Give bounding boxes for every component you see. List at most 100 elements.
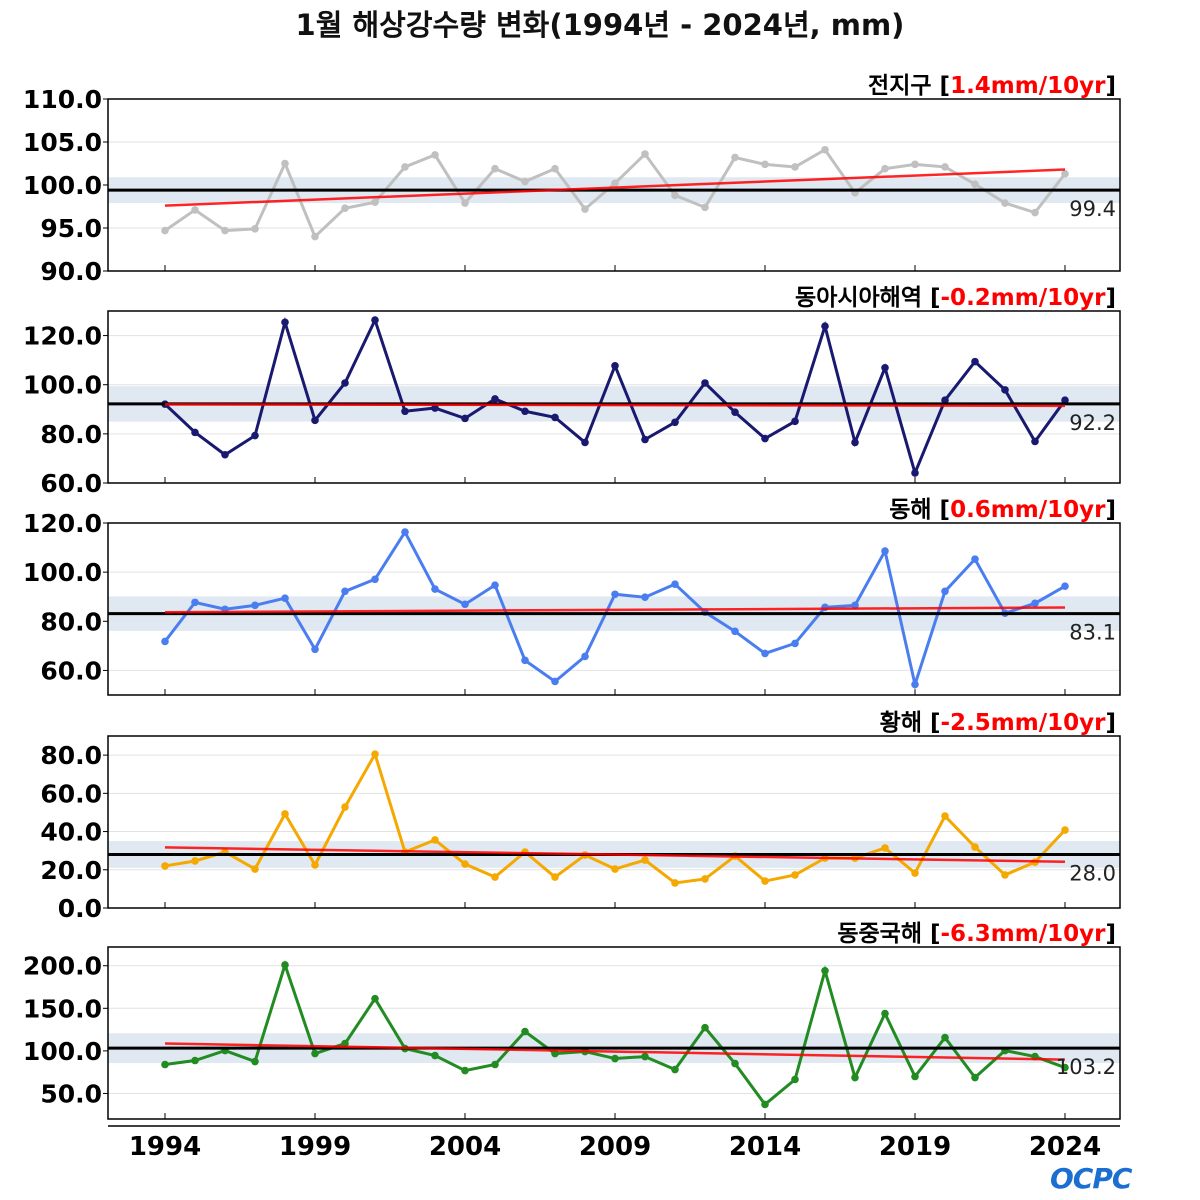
data-point <box>731 627 739 636</box>
panel-frame <box>107 310 1121 484</box>
data-point <box>311 232 319 241</box>
trend-line <box>164 168 1066 207</box>
data-point <box>461 600 469 609</box>
data-point <box>761 1100 769 1109</box>
data-point <box>911 1072 919 1081</box>
trend-value: 0.6mm/10yr <box>950 497 1106 523</box>
y-tick-label: 80.0 <box>40 420 102 449</box>
data-point <box>761 649 769 658</box>
data-point <box>941 396 949 404</box>
y-tick-label: 80.0 <box>40 607 102 636</box>
mean-value-label: 28.0 <box>1069 861 1116 885</box>
trend-value: -0.2mm/10yr <box>941 285 1107 311</box>
data-point <box>581 205 589 213</box>
panel-frame <box>107 946 1121 1120</box>
x-tick-label: 1994 <box>129 1132 201 1162</box>
data-point <box>521 1027 529 1036</box>
data-point <box>551 164 559 173</box>
data-point <box>791 871 799 879</box>
data-point <box>491 873 499 881</box>
mean-value-label: 92.2 <box>1069 411 1116 435</box>
trend-line <box>164 846 1066 864</box>
bracket: [ <box>940 73 951 99</box>
bracket: ] <box>1105 710 1116 736</box>
region-name: 동중국해 <box>837 921 930 947</box>
region-name: 동해 <box>889 497 939 523</box>
bracket: ] <box>1105 497 1116 523</box>
x-tick-label: 2004 <box>429 1132 501 1162</box>
data-point <box>371 750 379 758</box>
data-point <box>671 1065 679 1074</box>
data-point <box>521 177 529 186</box>
bracket: [ <box>930 710 941 736</box>
data-point <box>491 164 499 173</box>
data-point <box>551 873 559 881</box>
mean-value-label: 99.4 <box>1069 197 1116 221</box>
ocpc-logo: OCPC <box>1050 1162 1132 1195</box>
data-point <box>311 645 319 654</box>
data-point <box>311 861 319 869</box>
data-point <box>401 528 409 536</box>
data-point <box>881 547 889 555</box>
data-point <box>491 395 499 403</box>
data-point <box>701 379 709 387</box>
bracket: [ <box>940 497 951 523</box>
data-point <box>1001 871 1009 879</box>
data-point <box>581 438 589 447</box>
y-tick-label: 150.0 <box>23 994 102 1023</box>
data-point <box>1061 1063 1069 1072</box>
data-point <box>701 203 709 212</box>
x-tick-label: 2014 <box>729 1132 801 1162</box>
data-point <box>941 1033 949 1042</box>
panel-frame <box>107 735 1121 909</box>
data-point <box>731 153 739 162</box>
trend-line <box>164 1042 1066 1061</box>
mean-value-label: 103.2 <box>1056 1055 1116 1079</box>
data-point <box>1061 396 1069 404</box>
data-point <box>941 163 949 171</box>
data-point <box>821 322 829 331</box>
y-tick-label: 60.0 <box>40 469 102 498</box>
data-point <box>431 836 439 844</box>
data-point <box>941 587 949 596</box>
data-point <box>281 318 289 327</box>
data-point <box>221 450 229 459</box>
data-point <box>641 150 649 158</box>
data-point <box>761 877 769 885</box>
data-point <box>971 180 979 188</box>
panel-0: 90.0 95.0 100.0 105.0 110.0 99.4 전지구 [1.4mm/10… <box>23 73 1121 286</box>
y-tick-label: 120.0 <box>23 509 102 538</box>
mean-value-label: 83.1 <box>1069 621 1116 645</box>
y-tick-label: 0.0 <box>58 894 102 923</box>
x-tick-label: 2009 <box>579 1132 651 1162</box>
data-point <box>761 434 769 443</box>
data-point <box>731 408 739 417</box>
data-point <box>161 637 169 646</box>
data-point <box>611 1054 619 1063</box>
data-point <box>161 1060 169 1069</box>
data-point <box>641 1052 649 1061</box>
data-point <box>1031 437 1039 446</box>
data-point <box>701 1023 709 1032</box>
panel-label: 동아시아해역 [-0.2mm/10yr] <box>795 285 1116 311</box>
x-tick-label: 1999 <box>279 1132 351 1162</box>
x-tick-label: 2019 <box>879 1132 951 1162</box>
panel-3: 0.0 20.0 40.0 60.0 80.0 28.0 황해 [-2.5mm/10yr] <box>40 710 1121 923</box>
data-point <box>1001 386 1009 394</box>
trend-value: 1.4mm/10yr <box>950 73 1106 99</box>
data-point <box>701 875 709 883</box>
data-point <box>791 1075 799 1084</box>
data-point <box>791 163 799 171</box>
data-point <box>371 198 379 206</box>
y-tick-label: 50.0 <box>40 1079 102 1108</box>
data-point <box>551 413 559 422</box>
data-point <box>431 151 439 159</box>
data-point <box>521 407 529 416</box>
data-point <box>911 869 919 877</box>
data-point <box>461 860 469 868</box>
data-point <box>1031 599 1039 608</box>
data-point <box>371 994 379 1003</box>
data-point <box>251 601 259 610</box>
data-point <box>191 598 199 607</box>
data-point <box>911 469 919 477</box>
